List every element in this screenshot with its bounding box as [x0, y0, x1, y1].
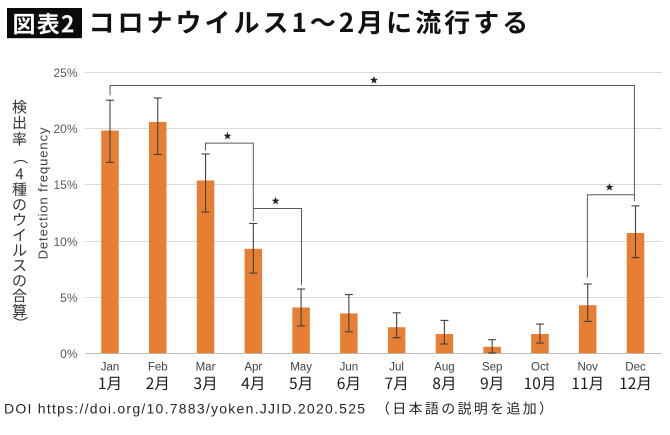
svg-text:Mar: Mar: [196, 362, 216, 374]
svg-text:15%: 15%: [53, 178, 77, 192]
svg-text:Nov: Nov: [577, 362, 598, 374]
svg-text:May: May: [290, 362, 312, 374]
svg-text:0%: 0%: [60, 347, 78, 361]
svg-text:Jul: Jul: [389, 362, 404, 374]
svg-text:DOI https://doi.org/10.7883/yo: DOI https://doi.org/10.7883/yoken.JJID.2…: [4, 401, 366, 417]
svg-text:Jun: Jun: [340, 362, 359, 374]
svg-text:Apr: Apr: [244, 362, 262, 374]
svg-text:Sep: Sep: [482, 362, 502, 374]
svg-text:Feb: Feb: [148, 362, 168, 374]
svg-text:Jan: Jan: [101, 362, 120, 374]
svg-text:Detection frequency: Detection frequency: [36, 127, 51, 260]
svg-text:Oct: Oct: [531, 362, 550, 374]
svg-text:Dec: Dec: [625, 362, 646, 374]
svg-text:10%: 10%: [53, 235, 77, 249]
svg-text:20%: 20%: [53, 122, 77, 136]
svg-text:5%: 5%: [60, 291, 78, 305]
svg-text:25%: 25%: [53, 66, 77, 80]
svg-text:Aug: Aug: [434, 362, 454, 374]
